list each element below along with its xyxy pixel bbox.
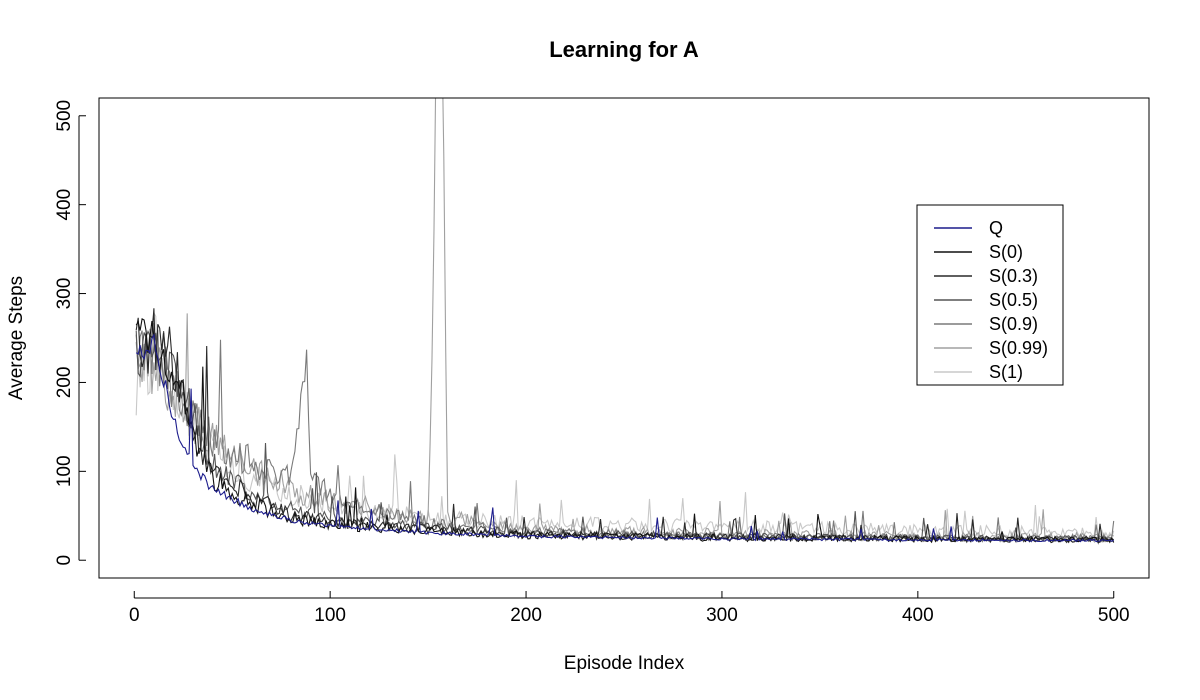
y-tick-label: 300 — [54, 278, 75, 310]
x-tick-label: 200 — [510, 605, 542, 626]
x-tick-label: 400 — [902, 605, 934, 626]
legend-label: S(0.3) — [989, 266, 1038, 286]
legend-box — [916, 204, 1064, 386]
legend: Q S(0) S(0.3) S(0.5) S(0.9) S(0.99) S(1) — [916, 204, 1064, 386]
legend-label: S(0.5) — [989, 290, 1038, 310]
y-tick-label: 200 — [54, 367, 75, 399]
chart-title: Learning for A — [549, 37, 699, 62]
legend-label: S(0.9) — [989, 314, 1038, 334]
plot-area — [135, 98, 1115, 545]
series-line-s-0 — [135, 318, 1115, 544]
y-axis-label: Average Steps — [6, 276, 27, 400]
legend-item: S(0) — [934, 242, 1023, 262]
axes: 0 100 200 300 400 500 0 100 200 300 400 500 — [54, 97, 1150, 626]
series-line-s-1 — [135, 311, 1115, 541]
legend-item: S(0.3) — [934, 266, 1038, 286]
series-line-s-0-5 — [135, 329, 1114, 543]
legend-label: S(0.99) — [989, 338, 1048, 358]
legend-label: S(0) — [989, 242, 1023, 262]
legend-item: S(1) — [934, 362, 1023, 382]
x-tick-label: 100 — [314, 605, 346, 626]
y-tick-label: 400 — [54, 189, 75, 221]
y-tick-label: 500 — [54, 100, 75, 132]
plot-border — [98, 97, 1150, 579]
y-tick-label: 0 — [54, 555, 75, 566]
legend-item: S(0.99) — [934, 338, 1048, 358]
x-axis-label: Episode Index — [564, 653, 685, 674]
legend-item: Q — [934, 218, 1003, 238]
x-tick-label: 500 — [1098, 605, 1130, 626]
legend-item: S(0.9) — [934, 314, 1038, 334]
y-tick-label: 100 — [54, 455, 75, 487]
legend-label: Q — [989, 218, 1003, 238]
x-tick-label: 0 — [129, 605, 140, 626]
x-tick-label: 300 — [706, 605, 738, 626]
series-line-q — [135, 333, 1115, 543]
legend-item: S(0.5) — [934, 290, 1038, 310]
legend-label: S(1) — [989, 362, 1023, 382]
